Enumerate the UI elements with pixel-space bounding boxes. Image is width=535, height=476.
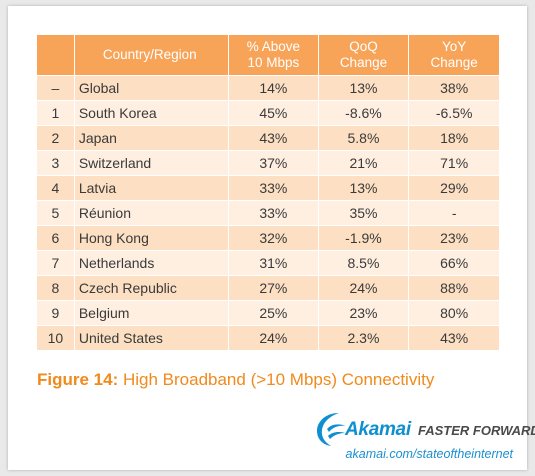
- cell-yoy: 29%: [408, 175, 499, 200]
- cell-country: Japan: [73, 125, 229, 150]
- cell-above-10: 33%: [228, 175, 318, 200]
- table-row: 9 Belgium 25% 23% 80%: [37, 300, 499, 325]
- cell-above-10: 43%: [228, 125, 318, 150]
- cell-rank: 8: [37, 275, 74, 300]
- cell-yoy: -: [408, 200, 499, 225]
- cell-yoy: 66%: [408, 250, 499, 275]
- cell-yoy: 18%: [408, 125, 499, 150]
- cell-above-10: 37%: [228, 150, 318, 175]
- cell-country: Belgium: [73, 300, 229, 325]
- cell-rank: 3: [37, 150, 74, 175]
- akamai-url-link[interactable]: akamai.com/stateoftheinternet: [345, 447, 513, 461]
- cell-above-10: 14%: [228, 75, 318, 100]
- cell-above-10: 45%: [228, 100, 318, 125]
- table-row: 4 Latvia 33% 13% 29%: [37, 175, 499, 200]
- table-header-row: Country/Region % Above 10 Mbps QoQ Chang…: [37, 35, 499, 75]
- cell-qoq: 13%: [317, 75, 409, 100]
- header-yoy: YoY Change: [408, 35, 499, 75]
- cell-rank: –: [37, 75, 74, 100]
- akamai-logo: Akamai FASTER FORWARD: [315, 411, 535, 447]
- cell-yoy: 43%: [408, 325, 499, 350]
- cell-yoy: -6.5%: [408, 100, 499, 125]
- cell-rank: 5: [37, 200, 74, 225]
- header-above-10-line1: % Above: [246, 39, 301, 54]
- cell-country: United States: [73, 325, 229, 350]
- cell-above-10: 33%: [228, 200, 318, 225]
- connectivity-table-container: Country/Region % Above 10 Mbps QoQ Chang…: [37, 35, 499, 350]
- faster-forward-tagline: FASTER FORWARD: [418, 423, 535, 438]
- table-row: – Global 14% 13% 38%: [37, 75, 499, 100]
- cell-rank: 7: [37, 250, 74, 275]
- cell-qoq: 13%: [317, 175, 409, 200]
- cell-country: Réunion: [73, 200, 229, 225]
- cell-rank: 10: [37, 325, 74, 350]
- report-page: Country/Region % Above 10 Mbps QoQ Chang…: [8, 6, 535, 470]
- cell-yoy: 38%: [408, 75, 499, 100]
- cell-country: Switzerland: [73, 150, 229, 175]
- cell-above-10: 24%: [228, 325, 318, 350]
- header-yoy-line2: Change: [430, 55, 478, 70]
- cell-rank: 6: [37, 225, 74, 250]
- cell-qoq: -8.6%: [317, 100, 409, 125]
- cell-rank: 2: [37, 125, 74, 150]
- cell-country: Czech Republic: [73, 275, 229, 300]
- cell-country: Hong Kong: [73, 225, 229, 250]
- cell-above-10: 27%: [228, 275, 318, 300]
- akamai-wave-logo-icon: [317, 413, 346, 446]
- connectivity-table: Country/Region % Above 10 Mbps QoQ Chang…: [37, 35, 499, 350]
- cell-above-10: 25%: [228, 300, 318, 325]
- figure-caption-text: High Broadband (>10 Mbps) Connectivity: [118, 370, 435, 389]
- cell-qoq: 35%: [317, 200, 409, 225]
- cell-yoy: 71%: [408, 150, 499, 175]
- table-row: 7 Netherlands 31% 8.5% 66%: [37, 250, 499, 275]
- header-qoq-line2: Change: [339, 55, 388, 70]
- figure-caption-label: Figure 14:: [37, 370, 119, 389]
- cell-qoq: 8.5%: [317, 250, 409, 275]
- header-above-10: % Above 10 Mbps: [228, 35, 318, 75]
- header-rank: [37, 35, 74, 75]
- cell-rank: 9: [37, 300, 74, 325]
- cell-yoy: 80%: [408, 300, 499, 325]
- cell-qoq: 2.3%: [317, 325, 409, 350]
- cell-qoq: -1.9%: [317, 225, 409, 250]
- table-row: 1 South Korea 45% -8.6% -6.5%: [37, 100, 499, 125]
- table-row: 5 Réunion 33% 35% -: [37, 200, 499, 225]
- table-row: 2 Japan 43% 5.8% 18%: [37, 125, 499, 150]
- cell-rank: 1: [37, 100, 74, 125]
- table-row: 6 Hong Kong 32% -1.9% 23%: [37, 225, 499, 250]
- header-yoy-line1: YoY: [442, 39, 467, 54]
- cell-rank: 4: [37, 175, 74, 200]
- table-row: 8 Czech Republic 27% 24% 88%: [37, 275, 499, 300]
- cell-above-10: 32%: [228, 225, 318, 250]
- cell-country: Netherlands: [73, 250, 229, 275]
- header-above-10-line2: 10 Mbps: [247, 55, 300, 70]
- akamai-brand-text: Akamai: [345, 419, 411, 440]
- header-country: Country/Region: [73, 35, 229, 75]
- table-row: 3 Switzerland 37% 21% 71%: [37, 150, 499, 175]
- header-qoq: QoQ Change: [317, 35, 409, 75]
- header-qoq-line1: QoQ: [349, 39, 378, 54]
- cell-qoq: 5.8%: [317, 125, 409, 150]
- cell-country: Latvia: [73, 175, 229, 200]
- cell-yoy: 88%: [408, 275, 499, 300]
- figure-caption: Figure 14: High Broadband (>10 Mbps) Con…: [37, 370, 434, 390]
- table-row: 10 United States 24% 2.3% 43%: [37, 325, 499, 350]
- cell-above-10: 31%: [228, 250, 318, 275]
- cell-qoq: 23%: [317, 300, 409, 325]
- cell-qoq: 24%: [317, 275, 409, 300]
- cell-country: Global: [73, 75, 229, 100]
- cell-country: South Korea: [73, 100, 229, 125]
- cell-qoq: 21%: [317, 150, 409, 175]
- cell-yoy: 23%: [408, 225, 499, 250]
